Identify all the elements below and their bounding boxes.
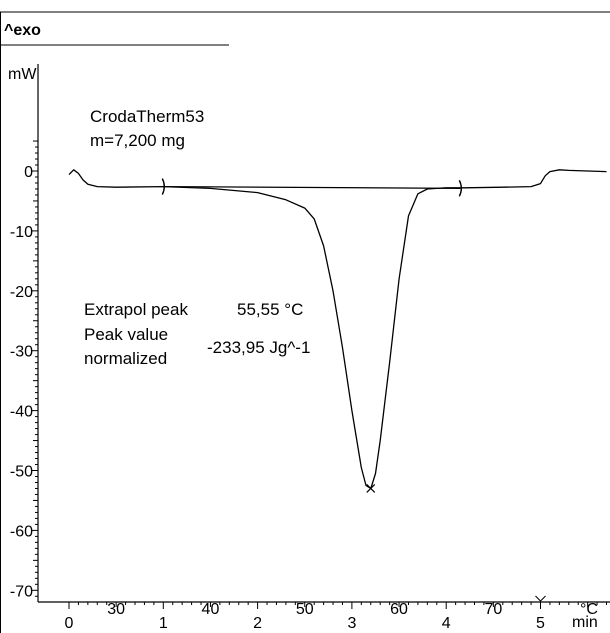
- temperature-unit-label: °C: [580, 601, 598, 618]
- chart-frame: [0, 11, 610, 633]
- sample-name: CrodaTherm53: [90, 107, 204, 126]
- extrapol-peak-value: 55,55 °C: [237, 300, 303, 319]
- sample-mass: m=7,200 mg: [90, 131, 185, 150]
- integration-baseline: [163, 185, 461, 189]
- y-axis-ticks: 0 -10 -20 -30 -40 -50 -60 -70: [10, 140, 38, 600]
- y-tick-label: 0: [24, 164, 33, 181]
- x-tick-label: 1: [159, 615, 168, 632]
- exo-direction-label: ^exo: [4, 22, 41, 39]
- y-tick-label: -20: [10, 284, 33, 301]
- peak-value-normalized-label: normalized: [84, 349, 167, 368]
- temperature-tick-label: 40: [202, 601, 220, 618]
- temperature-tick-label: 50: [296, 601, 314, 618]
- integration-limit-marker: [161, 178, 165, 195]
- x-tick-label: 4: [442, 615, 451, 632]
- temperature-tick-label: 60: [390, 601, 408, 618]
- x-tick-label: 2: [253, 615, 262, 632]
- temperature-marker: [535, 595, 546, 602]
- y-tick-label: -70: [10, 583, 33, 600]
- x-axis-unit-label: min: [572, 614, 598, 631]
- integration-limit-marker: [458, 180, 463, 197]
- temperature-tick-label: 30: [107, 601, 125, 618]
- y-tick-label: -10: [10, 224, 33, 241]
- y-tick-label: -30: [10, 344, 33, 361]
- plot-area: [68, 169, 607, 493]
- peak-value-label: Peak value: [84, 325, 168, 344]
- y-tick-label: -40: [10, 404, 33, 421]
- x-tick-label: 5: [536, 615, 545, 632]
- temperature-tick-label: 70: [484, 601, 502, 618]
- peak-marker: [366, 484, 376, 493]
- peak-value: -233,95 Jg^-1: [207, 338, 310, 357]
- y-tick-label: -60: [10, 523, 33, 540]
- y-tick-label: -50: [10, 464, 33, 481]
- temperature-ticks: 30 40 50 60 70: [107, 595, 546, 618]
- y-axis-unit-label: mW: [8, 66, 37, 83]
- x-tick-label: 0: [65, 615, 74, 632]
- extrapol-peak-label: Extrapol peak: [84, 300, 188, 319]
- x-tick-label: 3: [347, 615, 356, 632]
- x-axis-ticks: 0 1 2 3 4 5: [65, 602, 608, 632]
